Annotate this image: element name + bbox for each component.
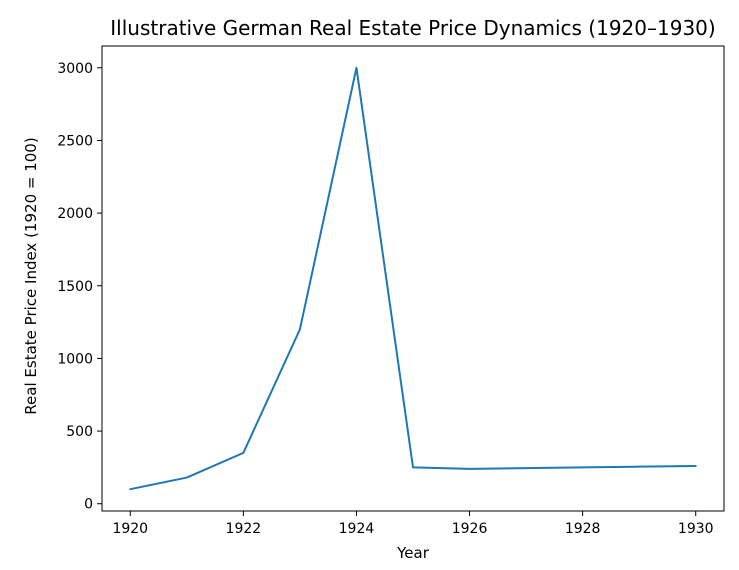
y-tick-label: 1000 bbox=[57, 351, 93, 367]
x-tick-label: 1930 bbox=[678, 521, 714, 537]
y-tick-label: 2000 bbox=[57, 206, 93, 222]
x-tick-label: 1924 bbox=[339, 521, 375, 537]
x-axis: 1920 1922 1924 1926 1928 1930 bbox=[112, 511, 714, 537]
plot-frame bbox=[101, 45, 725, 512]
chart-title: Illustrative German Real Estate Price Dy… bbox=[110, 16, 715, 40]
x-tick-label: 1922 bbox=[226, 521, 262, 537]
y-tick-label: 1500 bbox=[57, 279, 93, 295]
x-axis-title: Year bbox=[396, 544, 430, 562]
x-tick-label: 1920 bbox=[112, 521, 148, 537]
x-tick-label: 1926 bbox=[452, 521, 488, 537]
y-tick-label: 500 bbox=[66, 424, 93, 440]
y-tick-label: 0 bbox=[84, 497, 93, 513]
series-line bbox=[129, 66, 697, 491]
plot-area bbox=[129, 66, 697, 491]
y-axis: 0 500 1000 1500 2000 2500 3000 bbox=[57, 61, 102, 513]
x-tick-label: 1928 bbox=[565, 521, 601, 537]
y-tick-label: 3000 bbox=[57, 61, 93, 77]
y-tick-label: 2500 bbox=[57, 133, 93, 149]
y-axis-title: Real Estate Price Index (1920 = 100) bbox=[22, 137, 40, 414]
